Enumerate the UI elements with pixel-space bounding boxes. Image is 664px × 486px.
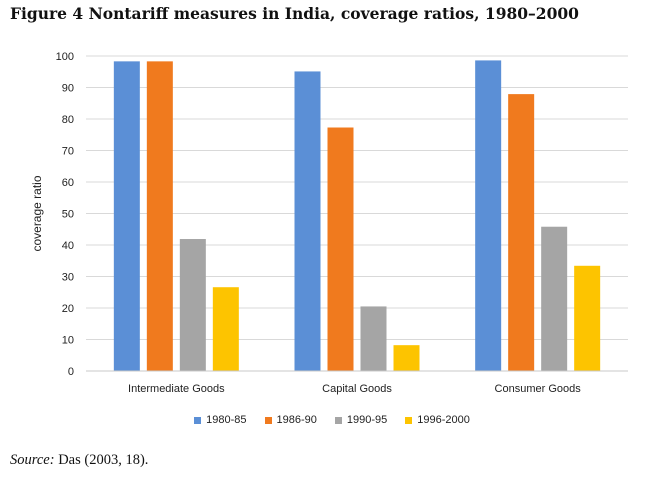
legend-item: 1990-95 (334, 414, 388, 426)
bar (146, 61, 173, 371)
bar (393, 345, 420, 371)
legend-swatch (194, 416, 202, 424)
y-axis-label: coverage ratio (30, 175, 44, 251)
x-tick-label: Capital Goods (322, 383, 392, 395)
legend-label: 1990-95 (346, 414, 388, 426)
bar (360, 306, 387, 371)
bar (212, 287, 239, 371)
y-tick-label: 30 (62, 272, 74, 284)
bar (508, 94, 535, 372)
y-tick-label: 10 (62, 335, 74, 347)
y-tick-label: 60 (62, 177, 74, 189)
bar (113, 61, 140, 371)
gridlines (86, 55, 628, 340)
source-label: Source: (10, 452, 55, 468)
y-tick-label: 0 (68, 366, 74, 378)
bar (574, 265, 601, 371)
legend-item: 1996-2000 (405, 414, 470, 426)
bar (541, 226, 568, 371)
bar (475, 60, 502, 371)
source-text: Das (2003, 18). (58, 452, 149, 468)
legend-swatch (405, 416, 413, 424)
x-tick-label: Consumer Goods (495, 383, 582, 395)
legend-label: 1996-2000 (417, 414, 470, 426)
legend-item: 1980-85 (194, 414, 247, 426)
bar (179, 239, 206, 371)
bar (294, 71, 321, 371)
bars (113, 60, 601, 372)
x-tick-label: Intermediate Goods (128, 383, 225, 395)
legend-swatch (264, 416, 272, 424)
y-tick-label: 80 (62, 114, 74, 126)
y-axis-ticks: 0 10 20 30 40 50 60 70 80 90 100 (56, 51, 74, 378)
legend-item: 1986-90 (264, 414, 317, 426)
source-note: Source: Das (2003, 18). (10, 452, 148, 469)
figure-title: Figure 4 Nontariff measures in India, co… (10, 4, 579, 23)
y-tick-label: 100 (56, 51, 74, 63)
chart-legend: 1980-85 1986-90 1990-95 1996-2000 (0, 414, 664, 426)
y-tick-label: 50 (62, 209, 74, 221)
bar (327, 127, 354, 371)
x-axis-labels: Intermediate Goods Capital Goods Consumer … (128, 383, 581, 395)
legend-swatch (334, 416, 342, 424)
legend-label: 1980-85 (206, 414, 247, 426)
y-tick-label: 20 (62, 303, 74, 315)
y-tick-label: 90 (62, 83, 74, 95)
y-tick-label: 70 (62, 146, 74, 158)
y-tick-label: 40 (62, 240, 74, 252)
legend-label: 1986-90 (276, 414, 317, 426)
